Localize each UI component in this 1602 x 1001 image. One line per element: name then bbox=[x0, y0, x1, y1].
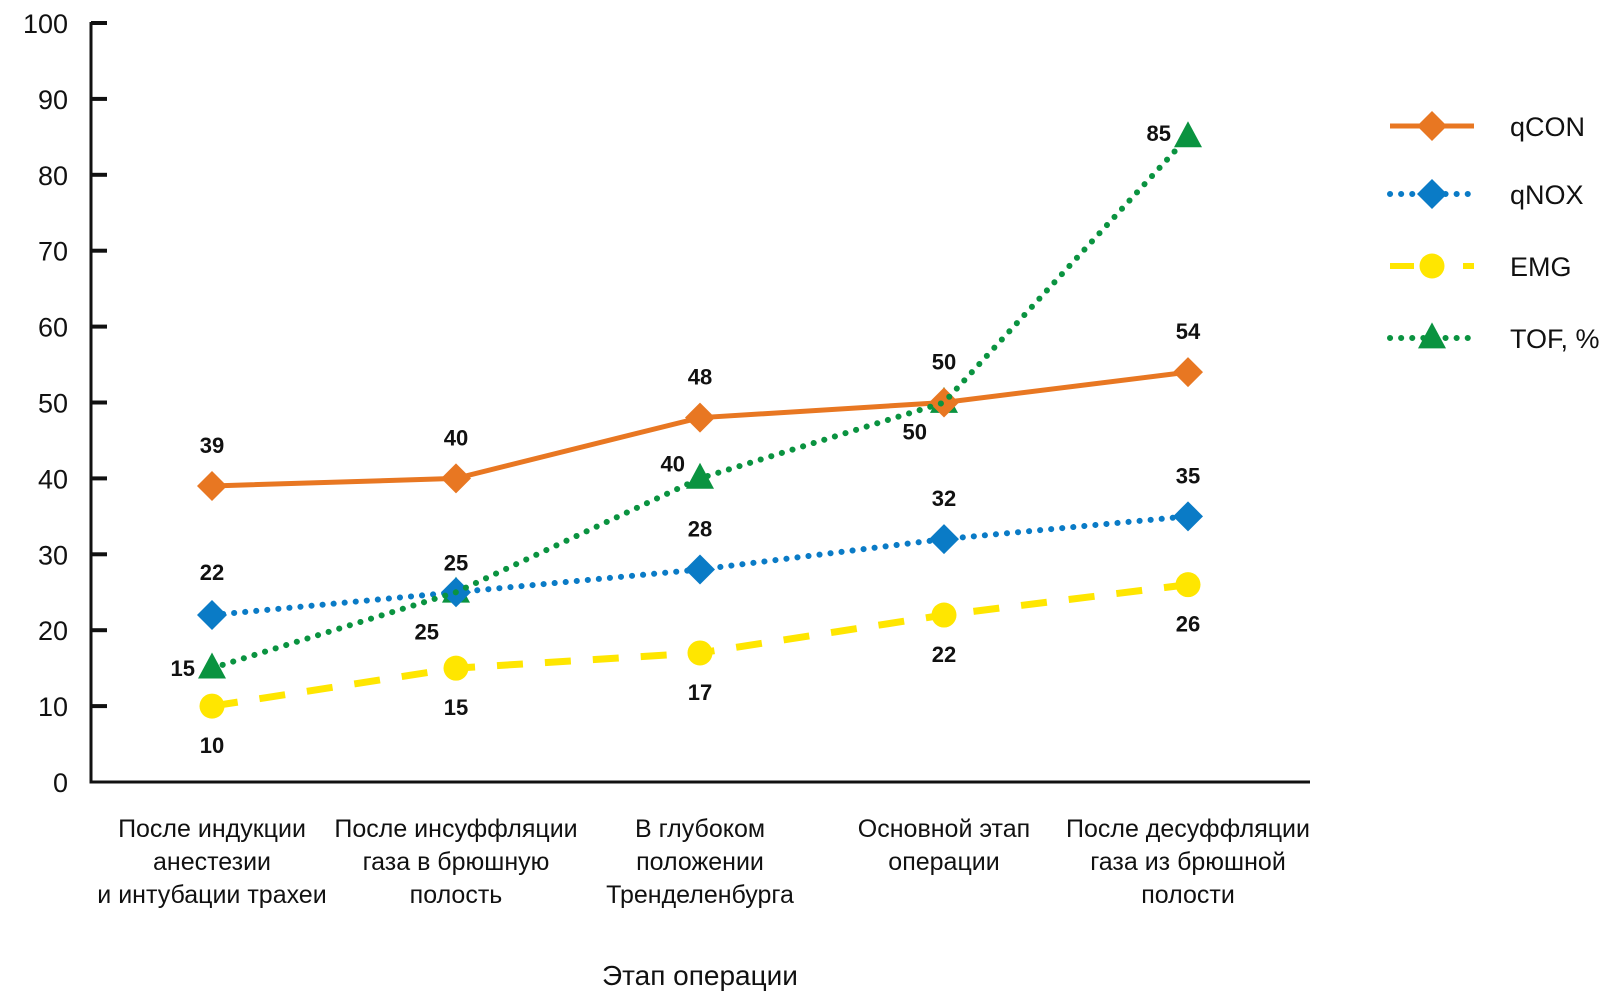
x-category-label-line: газа в брюшную bbox=[363, 848, 550, 876]
data-label-emg: 15 bbox=[444, 695, 468, 720]
x-category-label: После индукции анестезии и интубации трахе… bbox=[97, 815, 326, 909]
y-tick-label: 80 bbox=[38, 161, 68, 191]
legend-item-qcon: qCON bbox=[1390, 111, 1585, 142]
y-tick-label: 40 bbox=[38, 464, 68, 494]
data-label-qcon: 48 bbox=[688, 365, 712, 390]
y-tick-label: 30 bbox=[38, 540, 68, 570]
x-category-label-line: анестезии bbox=[153, 848, 271, 876]
data-label-tof: 25 bbox=[415, 619, 439, 644]
x-axis-title: Этап операции bbox=[602, 960, 798, 991]
legend-label-qcon: qCON bbox=[1510, 112, 1585, 142]
category-labels: После индукции анестезии и интубации трахе… bbox=[97, 815, 1310, 909]
data-label-qcon: 40 bbox=[444, 425, 468, 450]
x-category-label-line: операции bbox=[888, 848, 999, 876]
y-tick-label: 0 bbox=[53, 768, 68, 798]
series-line-tof bbox=[209, 133, 1191, 672]
y-tick-label: 60 bbox=[38, 313, 68, 343]
data-point-emg bbox=[687, 640, 713, 666]
data-label-emg: 22 bbox=[932, 642, 956, 667]
data-label-qnox: 28 bbox=[688, 516, 712, 541]
legend-item-emg: EMG bbox=[1390, 252, 1572, 282]
x-category-label-line: В глубоком bbox=[635, 815, 765, 843]
data-label-tof: 40 bbox=[661, 451, 685, 476]
x-category-label-line: После десуффляции bbox=[1066, 815, 1310, 843]
y-tick-label: 70 bbox=[38, 237, 68, 267]
data-point-emg bbox=[931, 602, 957, 628]
x-category-label: Основной этап операции bbox=[858, 815, 1030, 876]
x-category-label: После десуффляции газа из брюшной полости bbox=[1066, 815, 1310, 909]
y-tick-label: 100 bbox=[23, 9, 68, 39]
x-category-label: После инсуффляции газа в брюшную полость bbox=[334, 815, 577, 909]
data-point-emg bbox=[199, 693, 225, 719]
data-point-qnox bbox=[197, 600, 227, 631]
data-point-tof bbox=[1174, 121, 1202, 148]
data-label-tof: 50 bbox=[903, 420, 927, 445]
data-point-emg bbox=[1175, 572, 1201, 598]
x-category-label-line: газа из брюшной bbox=[1090, 848, 1286, 876]
legend-label-emg: EMG bbox=[1510, 252, 1572, 282]
data-point-emg bbox=[443, 655, 469, 681]
data-point-qcon bbox=[441, 463, 471, 494]
legend-item-tof: TOF, % bbox=[1387, 322, 1600, 354]
x-category-label: В глубоком положении Тренделенбурга bbox=[606, 815, 794, 909]
y-tick-label: 50 bbox=[38, 389, 68, 419]
legend-marker-emg-circle-icon bbox=[1419, 253, 1445, 279]
data-labels: 39 40 48 50 54 22 25 28 32 35 10 15 17 22 26 15 25 40 50 85 bbox=[171, 121, 1201, 758]
data-label-qcon: 50 bbox=[932, 350, 956, 375]
data-point-qnox bbox=[929, 524, 959, 555]
data-point-qcon bbox=[685, 402, 715, 433]
axes: 0 10 20 30 40 50 60 70 80 90 100 bbox=[23, 9, 1310, 798]
data-point-qnox bbox=[1173, 501, 1203, 532]
data-label-qnox: 32 bbox=[932, 486, 956, 511]
data-label-qnox: 25 bbox=[444, 550, 468, 575]
y-tick-label: 10 bbox=[38, 692, 68, 722]
data-point-qcon bbox=[1173, 357, 1203, 388]
x-category-label-line: полости bbox=[1141, 881, 1235, 909]
legend-marker-qcon-diamond-icon bbox=[1417, 111, 1447, 141]
series-markers bbox=[197, 121, 1203, 719]
legend: qCON qNOX EMG TOF, % bbox=[1387, 111, 1600, 354]
data-label-emg: 10 bbox=[200, 733, 224, 758]
x-category-label-line: После инсуффляции bbox=[334, 815, 577, 843]
x-category-label-line: Тренделенбурга bbox=[606, 881, 794, 909]
data-point-tof bbox=[686, 462, 714, 489]
y-tick-label: 20 bbox=[38, 616, 68, 646]
y-tick-label: 90 bbox=[38, 85, 68, 115]
legend-marker-qnox-diamond-icon bbox=[1417, 179, 1447, 209]
data-label-tof: 15 bbox=[171, 656, 195, 681]
data-label-qcon: 54 bbox=[1176, 319, 1201, 344]
x-category-label-line: Основной этап bbox=[858, 815, 1030, 843]
legend-label-qnox: qNOX bbox=[1510, 180, 1584, 210]
legend-marker-tof-triangle-icon bbox=[1418, 322, 1446, 349]
data-label-emg: 17 bbox=[688, 680, 712, 705]
x-category-label-line: После индукции bbox=[118, 815, 306, 843]
data-label-emg: 26 bbox=[1176, 612, 1200, 637]
data-point-qcon bbox=[929, 387, 959, 418]
x-category-label-line: полость bbox=[410, 881, 503, 909]
x-category-label-line: и интубации трахеи bbox=[97, 881, 326, 909]
x-category-label-line: положении bbox=[636, 848, 764, 876]
data-point-qnox bbox=[685, 554, 715, 585]
data-label-tof: 85 bbox=[1147, 121, 1171, 146]
data-label-qnox: 22 bbox=[200, 560, 224, 585]
data-label-qcon: 39 bbox=[200, 433, 224, 458]
legend-item-qnox: qNOX bbox=[1387, 179, 1584, 210]
data-point-qcon bbox=[197, 470, 227, 501]
data-label-qnox: 35 bbox=[1176, 463, 1200, 488]
legend-label-tof: TOF, % bbox=[1510, 324, 1600, 354]
